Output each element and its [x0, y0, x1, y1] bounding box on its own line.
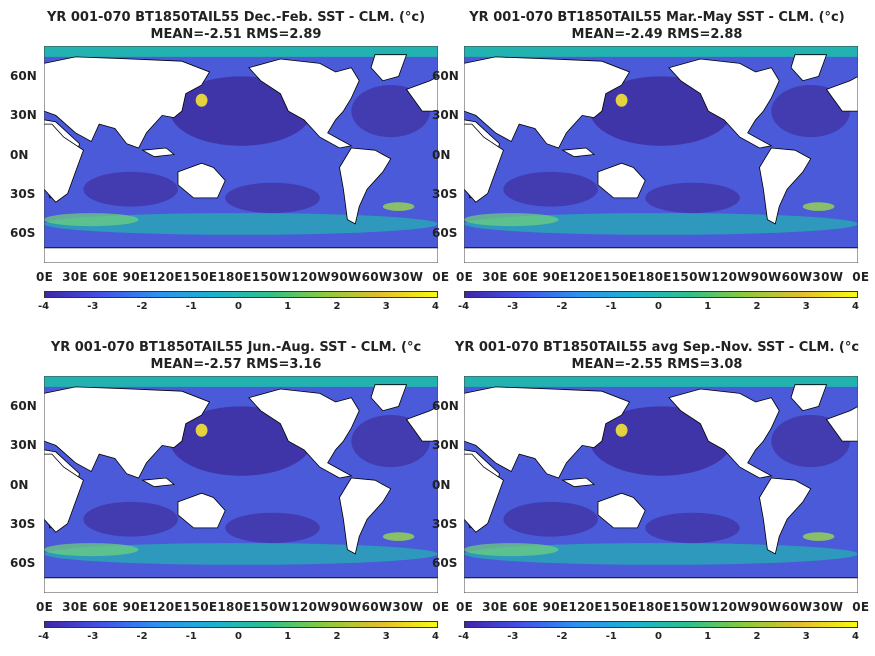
arctic-band [44, 376, 438, 387]
colorbar-tick: -3 [87, 631, 99, 642]
colorbar-tick: 1 [704, 631, 712, 642]
panel-stats: MEAN=-2.57 RMS=3.16 [150, 357, 322, 372]
colorbar-tick: 4 [432, 301, 439, 312]
colorbar-tick: 4 [852, 631, 859, 642]
colorbar-tick: 1 [704, 301, 712, 312]
sst-map [44, 376, 438, 593]
colorbar-tick: 3 [802, 301, 810, 312]
colorbar-tick: -2 [556, 631, 568, 642]
panel-title: YR 001-070 BT1850TAIL55 Jun.-Aug. SST - … [50, 340, 422, 355]
land-mask [44, 384, 438, 593]
arctic-band [44, 46, 438, 57]
latitude-label: 60S [432, 225, 458, 240]
latitude-label: 60N [10, 399, 37, 414]
sst-map [464, 376, 858, 593]
latitude-label: 30S [10, 186, 36, 201]
colorbar-tick: -2 [136, 631, 148, 642]
colorbar-tick: -4 [458, 301, 470, 312]
latitude-label: 30N [432, 438, 459, 453]
latitude-label: 0N [432, 147, 451, 162]
anomaly-field [464, 406, 858, 565]
colorbar-tick: 3 [802, 631, 810, 642]
colorbar-tick: 0 [235, 301, 242, 312]
colorbar-tick: 4 [432, 631, 439, 642]
latitude-label: 60N [432, 69, 459, 84]
panel-title: YR 001-070 BT1850TAIL55 Dec.-Feb. SST - … [46, 10, 426, 25]
panel-stats: MEAN=-2.55 RMS=3.08 [571, 357, 743, 372]
colorbar-tick: -1 [605, 631, 617, 642]
latitude-label: 0N [10, 147, 29, 162]
colorbar-tick: -3 [87, 301, 99, 312]
colorbar-tick: -3 [507, 301, 519, 312]
colorbar-tick: 2 [333, 301, 341, 312]
anomaly-field [44, 76, 438, 235]
latitude-label: 30S [10, 516, 36, 531]
colorbar-tick: -4 [458, 631, 470, 642]
panel-title: YR 001-070 BT1850TAIL55 Mar.-May SST - C… [469, 10, 845, 25]
longitude-labels: 0E 30E 60E 90E120E150E180E150W120W90W60W… [36, 600, 450, 614]
panel-stats: MEAN=-2.51 RMS=2.89 [150, 27, 322, 42]
anomaly-field [44, 406, 438, 565]
latitude-label: 60S [10, 225, 36, 240]
colorbar-tick: 0 [655, 631, 662, 642]
sst-map [464, 46, 858, 263]
panel-stats: MEAN=-2.49 RMS=2.88 [571, 27, 743, 42]
latitude-label: 30N [10, 108, 37, 123]
colorbar-tick: -1 [605, 301, 617, 312]
colorbar [44, 291, 438, 298]
arctic-band [464, 376, 858, 387]
colorbar-tick: 2 [753, 301, 761, 312]
colorbar-tick: -2 [556, 301, 568, 312]
colorbar [464, 291, 858, 298]
latitude-label: 0N [432, 477, 451, 492]
colorbar [44, 621, 438, 628]
colorbar-tick: 4 [852, 301, 859, 312]
colorbar-tick: 2 [753, 631, 761, 642]
latitude-label: 60S [432, 555, 458, 570]
colorbar-tick: 3 [382, 301, 390, 312]
latitude-label: 30S [432, 516, 458, 531]
land-mask [44, 54, 438, 263]
colorbar-tick: 1 [284, 301, 292, 312]
colorbar-tick: -1 [185, 631, 197, 642]
colorbar-tick: -1 [185, 301, 197, 312]
latitude-label: 30N [10, 438, 37, 453]
land-mask [464, 384, 858, 593]
colorbar-tick: 2 [333, 631, 341, 642]
colorbar-tick: 0 [235, 631, 242, 642]
anomaly-field [464, 76, 858, 235]
longitude-labels: 0E 30E 60E 90E120E150E180E150W120W90W60W… [456, 270, 870, 284]
colorbar-tick: -4 [38, 631, 50, 642]
colorbar-tick: -4 [38, 301, 50, 312]
colorbar-tick: 1 [284, 631, 292, 642]
latitude-label: 60N [10, 69, 37, 84]
colorbar [464, 621, 858, 628]
longitude-labels: 0E 30E 60E 90E120E150E180E150W120W90W60W… [36, 270, 450, 284]
colorbar-tick: -3 [507, 631, 519, 642]
latitude-label: 60N [432, 399, 459, 414]
latitude-label: 30S [432, 186, 458, 201]
latitude-label: 0N [10, 477, 29, 492]
sst-map [44, 46, 438, 263]
arctic-band [464, 46, 858, 57]
land-mask [464, 54, 858, 263]
latitude-label: 60S [10, 555, 36, 570]
longitude-labels: 0E 30E 60E 90E120E150E180E150W120W90W60W… [456, 600, 870, 614]
colorbar-tick: 3 [382, 631, 390, 642]
latitude-label: 30N [432, 108, 459, 123]
colorbar-tick: 0 [655, 301, 662, 312]
panel-title: YR 001-070 BT1850TAIL55 avg Sep.-Nov. SS… [454, 340, 860, 355]
colorbar-tick: -2 [136, 301, 148, 312]
